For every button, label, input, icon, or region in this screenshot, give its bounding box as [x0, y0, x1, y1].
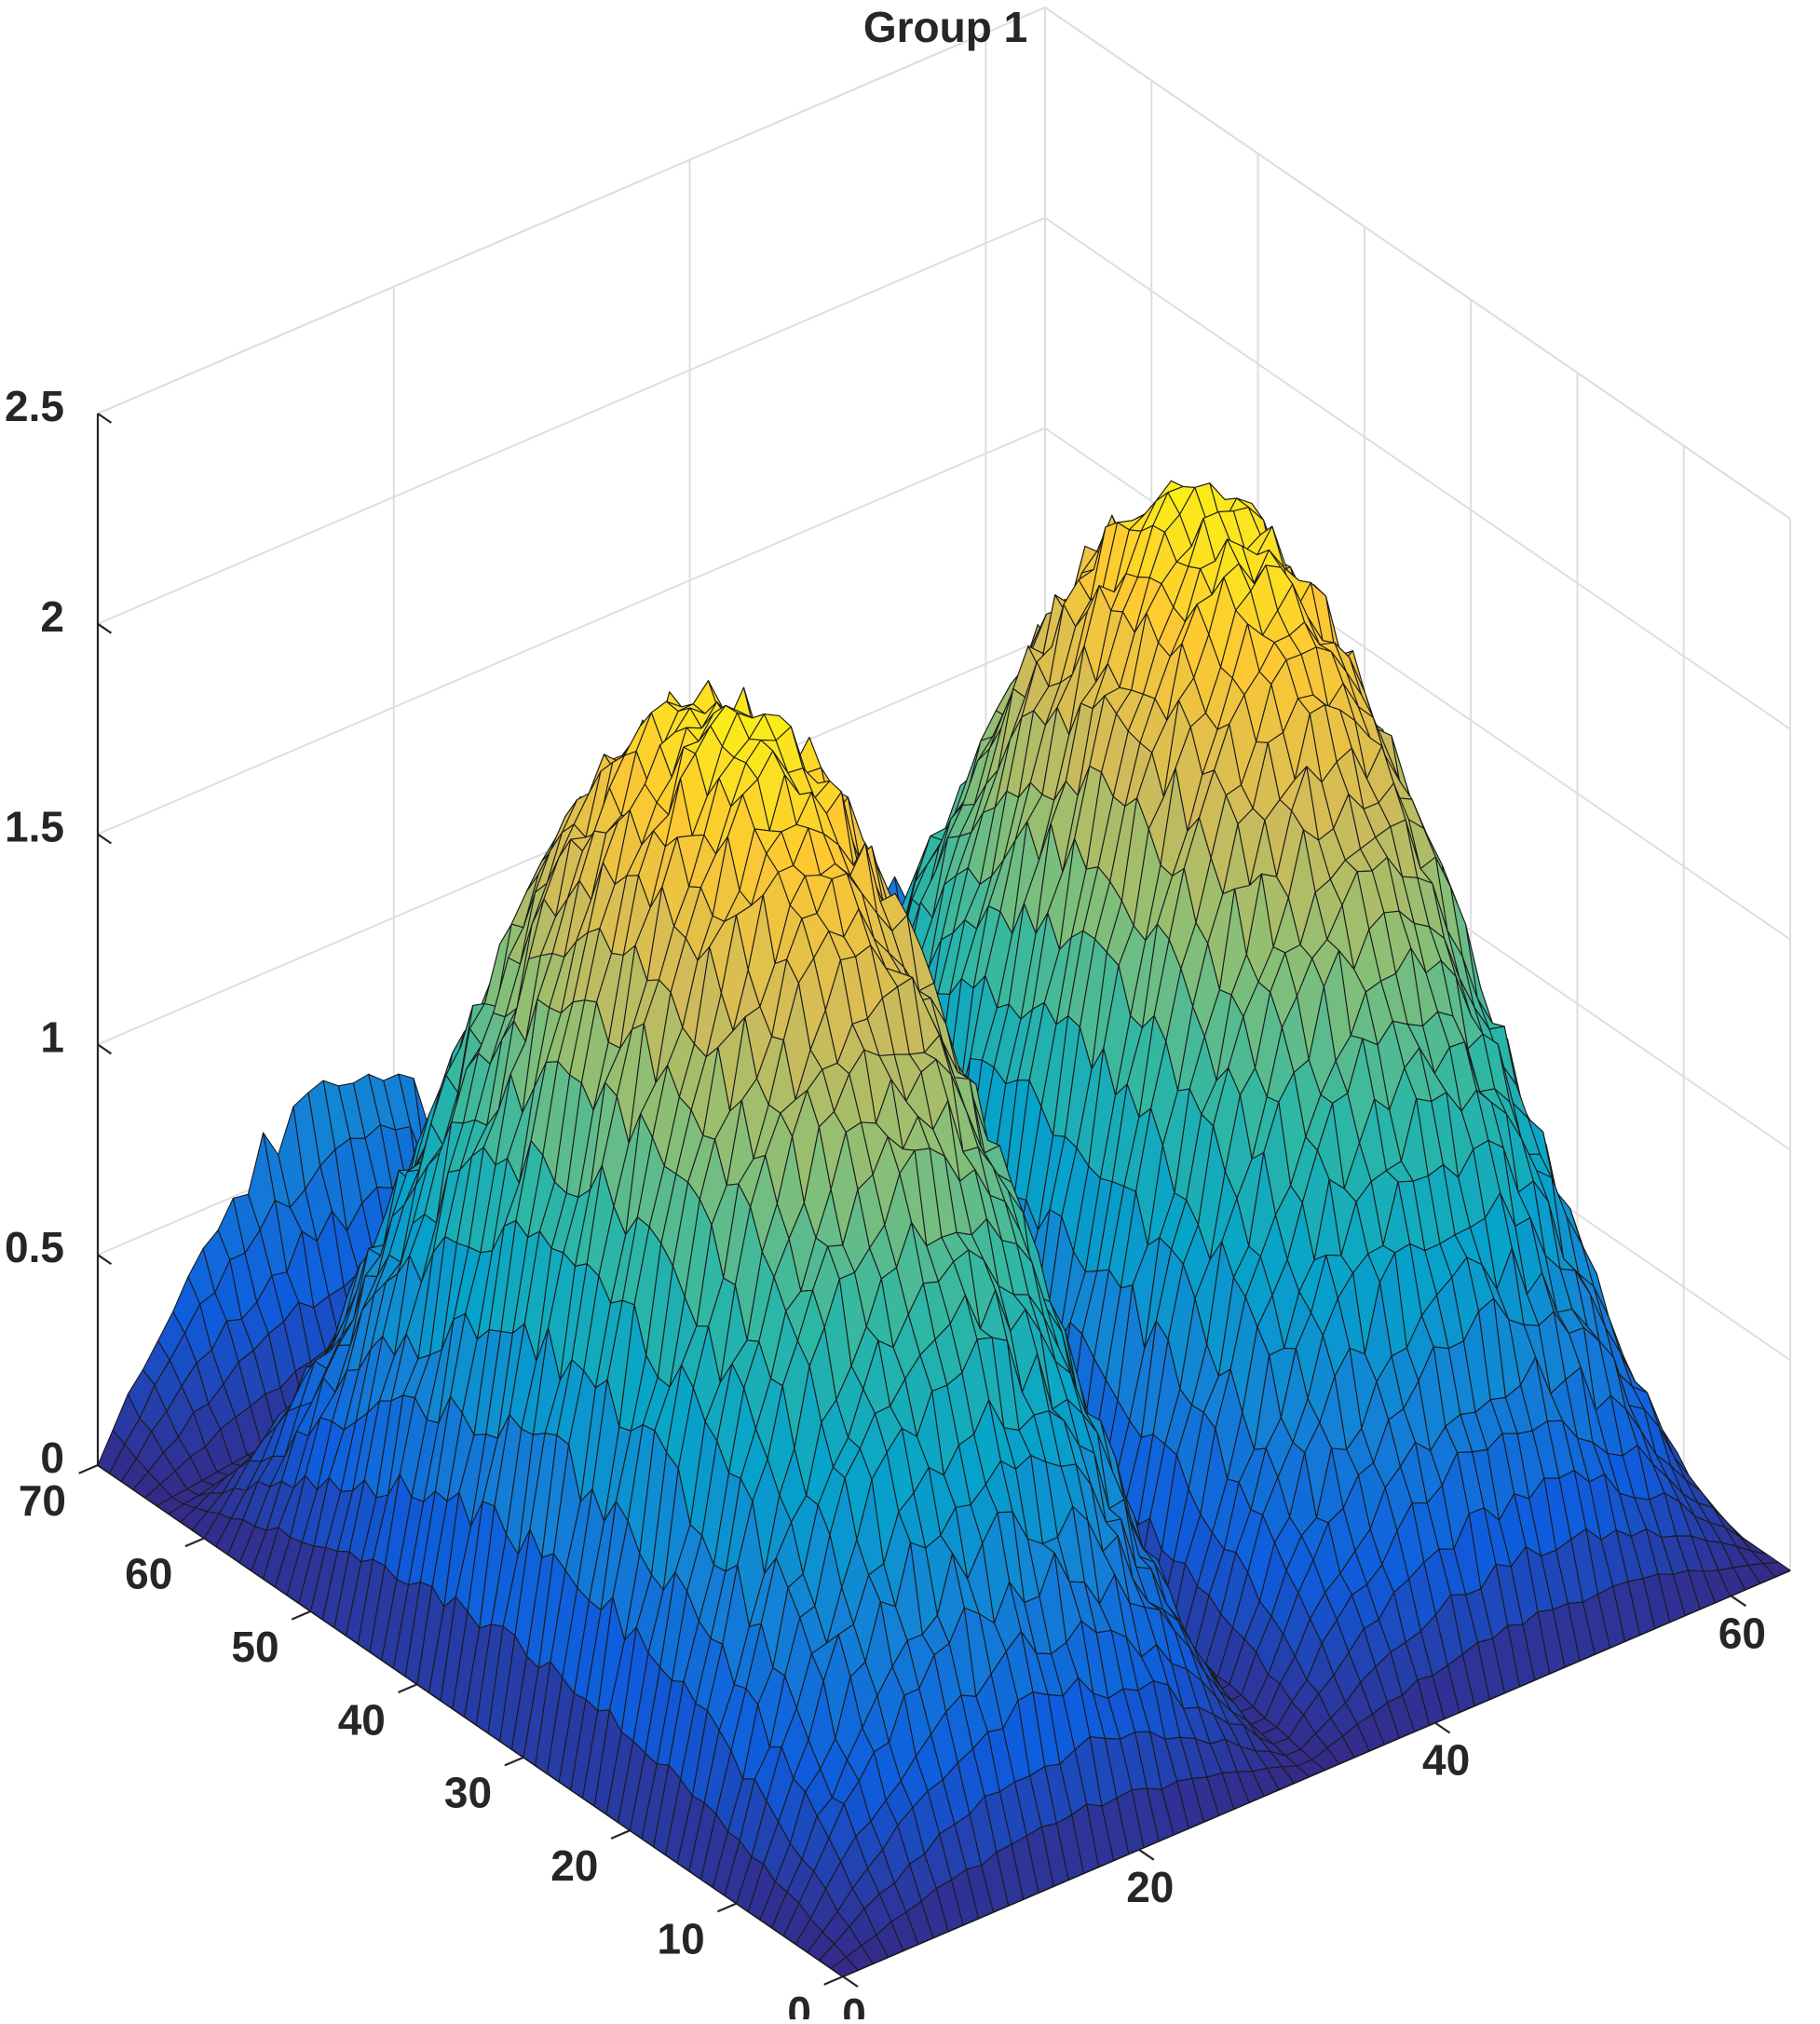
z-tick-label: 1.5: [5, 803, 64, 851]
box-edge-top-back: [97, 7, 1046, 414]
z-tick-label: 0.5: [5, 1223, 64, 1271]
chart-title: Group 1: [862, 3, 1028, 51]
y-tick-label: 50: [231, 1623, 278, 1671]
x-tick-label: 60: [1718, 1609, 1766, 1657]
y-tick-label: 40: [338, 1695, 386, 1744]
z-tick: [97, 622, 113, 634]
y-tick-label: 70: [19, 1476, 66, 1525]
y-tick: [823, 1975, 844, 1986]
x-tick: [1138, 1848, 1155, 1861]
y-tick-label: 20: [550, 1841, 598, 1890]
z-tick: [97, 1043, 113, 1055]
x-tick-label: 40: [1422, 1736, 1470, 1785]
y-tick: [184, 1537, 205, 1548]
grid-line-back-z: [97, 216, 1046, 625]
y-tick-label: 60: [125, 1549, 172, 1597]
z-tick-label: 2.5: [5, 382, 64, 430]
x-tick-label: 20: [1126, 1863, 1174, 1911]
z-tick: [97, 833, 113, 845]
z-tick: [97, 413, 113, 424]
surface: [97, 480, 1791, 1977]
y-tick: [398, 1683, 418, 1694]
grid-line-side-z: [1044, 216, 1791, 730]
y-tick: [610, 1829, 631, 1840]
x-tick: [842, 1976, 859, 1988]
x-tick: [1433, 1721, 1451, 1734]
y-tick-label: 30: [444, 1769, 492, 1817]
y-tick-label: 0: [787, 1988, 811, 2019]
z-tick: [97, 1254, 113, 1266]
y-tick-label: 10: [658, 1915, 705, 1963]
z-tick-label: 0: [40, 1433, 64, 1482]
box-edge-top-side: [1044, 7, 1791, 520]
y-tick: [291, 1610, 312, 1621]
z-tick-label: 1: [40, 1012, 64, 1061]
x-tick-label: 0: [842, 1990, 866, 2019]
z-tick-label: 2: [40, 592, 64, 641]
surface-patch: [830, 1956, 859, 1977]
y-tick: [78, 1463, 99, 1474]
grid-line-back-z: [97, 427, 1046, 835]
y-tick: [716, 1902, 738, 1913]
x-tick: [1730, 1595, 1747, 1608]
y-tick: [504, 1756, 524, 1767]
